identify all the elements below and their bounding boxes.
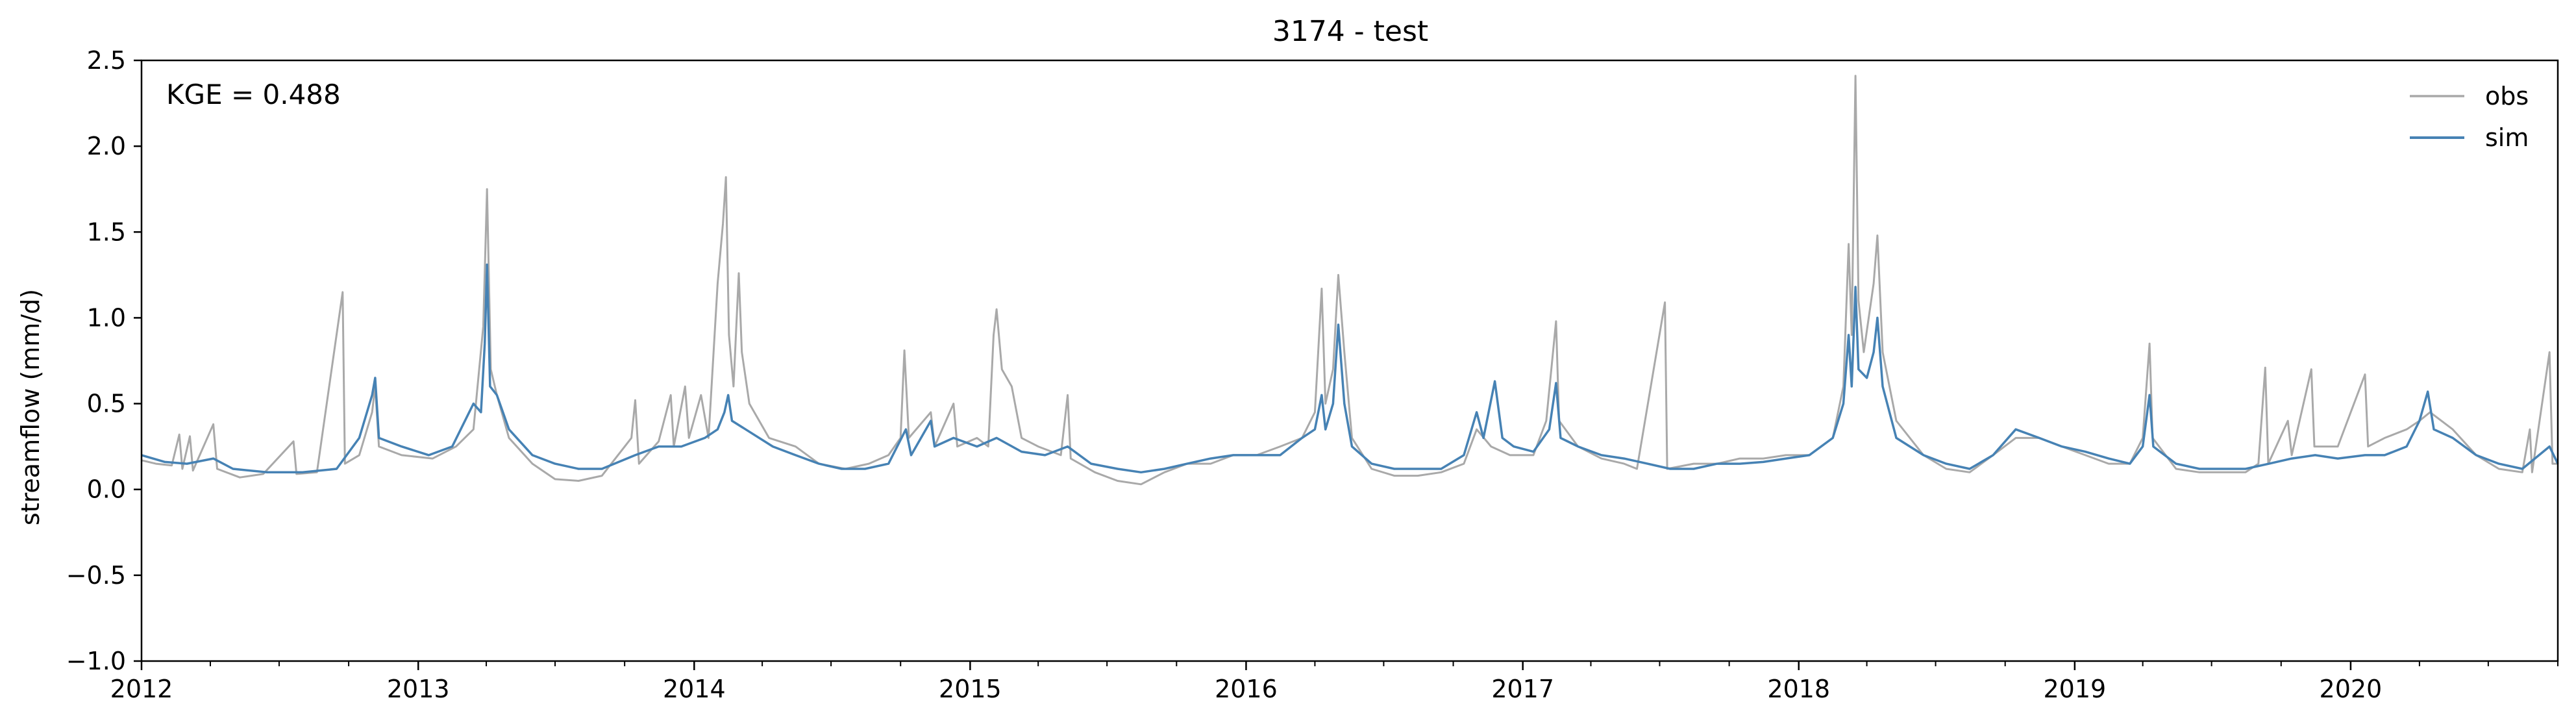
kge-annotation: KGE = 0.488: [166, 79, 341, 110]
y-tick-label: 0.0: [87, 475, 126, 504]
x-tick-label: 2014: [663, 675, 726, 703]
x-tick-label: 2020: [2320, 675, 2383, 703]
y-tick-label: 2.0: [87, 132, 126, 160]
x-tick-label: 2018: [1767, 675, 1830, 703]
plot-frame: [140, 59, 2559, 662]
x-tick-label: 2012: [110, 675, 173, 703]
x-axis: 2012 2013 2014 2015 2016 2017 2018 2019 2020: [110, 661, 2558, 703]
series-line-obs: [141, 75, 2558, 486]
x-tick-label: 2017: [1491, 675, 1554, 703]
y-tick-label: 1.0: [87, 303, 126, 332]
x-tick-label: 2013: [387, 675, 450, 703]
chart-title: 3174 - test: [1272, 15, 1428, 48]
y-axis-label: streamflow (mm/d): [16, 289, 45, 525]
y-tick-label: −0.5: [66, 561, 126, 590]
legend-label-sim: sim: [2485, 123, 2529, 152]
x-tick-label: 2019: [2043, 675, 2106, 703]
legend-label-obs: obs: [2485, 82, 2529, 110]
y-tick-label: 1.5: [87, 218, 126, 246]
y-tick-label: 0.5: [87, 390, 126, 418]
legend: obs sim: [2410, 82, 2529, 152]
y-axis: −1.0 −0.5 0.0 0.5 1.0 1.5 2.0 2.5: [66, 46, 142, 675]
x-tick-label: 2016: [1215, 675, 1278, 703]
y-tick-label: −1.0: [66, 647, 126, 675]
plot-area: [141, 75, 2559, 486]
y-tick-label: 2.5: [87, 46, 126, 75]
x-tick-label: 2015: [939, 675, 1002, 703]
series-line-sim: [141, 263, 2559, 474]
